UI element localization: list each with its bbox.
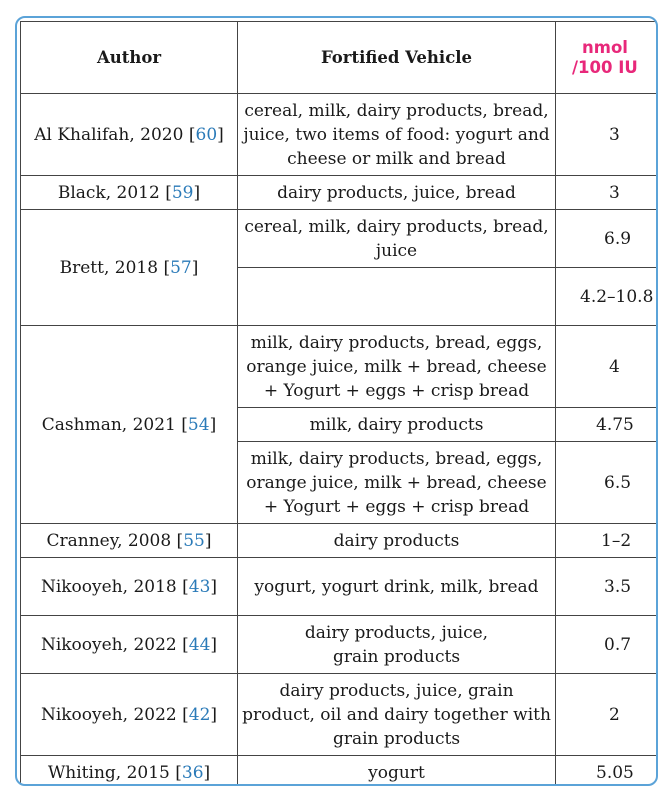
author-cell: Al Khalifah, 2020 [60] (20, 93, 238, 176)
value-cell: 4.75 (555, 407, 656, 442)
author-cell: Nikooyeh, 2022 [44] (20, 615, 238, 674)
vehicle-cell: dairy products, juice, grain products (237, 615, 556, 674)
value-cell: 5.05 (555, 755, 656, 784)
table-row: Nikooyeh, 2022 [44] dairy products, juic… (20, 615, 656, 674)
table-row: 4.2–10.8 (21, 267, 656, 326)
table-row: Nikooyeh, 2022 [42] dairy products, juic… (20, 673, 656, 756)
reference-link[interactable]: 36 (181, 762, 204, 783)
reference-link[interactable]: 42 (188, 704, 211, 725)
author-cell: Cranney, 2008 [55] (20, 523, 238, 558)
value-cell: 6.5 (555, 441, 656, 524)
table-row: Nikooyeh, 2018 [43] yogurt, yogurt drink… (20, 557, 656, 616)
author-name: Black, 2012 (57, 182, 160, 203)
author-cell: Brett, 2018 [57] (20, 209, 238, 326)
value-cell: 6.9 (555, 209, 656, 268)
value-cell: 3 (555, 93, 656, 176)
table-row: Whiting, 2015 [36] yogurt 5.05 (20, 755, 656, 784)
reference-link[interactable]: 54 (187, 414, 210, 435)
value-cell: 3 (555, 175, 656, 210)
author-name: Cashman, 2021 (41, 414, 176, 435)
vehicle-cell: cereal, milk, dairy products, bread, jui… (237, 93, 556, 176)
table-row: milk, dairy products, bread, eggs, orang… (21, 441, 656, 524)
vehicle-cell: yogurt, yogurt drink, milk, bread (237, 557, 556, 616)
vehicle-cell: milk, dairy products (237, 407, 556, 442)
author-cell: Nikooyeh, 2018 [43] (20, 557, 238, 616)
value-cell: 0.7 (555, 615, 656, 674)
value-cell: 1–2 (555, 523, 656, 558)
unit-header: nmol/100 IU (555, 21, 656, 94)
author-name: Whiting, 2015 (47, 762, 170, 783)
reference-link[interactable]: 44 (188, 634, 211, 655)
author-header: Author (20, 21, 238, 94)
vehicle-cell: yogurt (237, 755, 556, 784)
table-row: Cashman, 2021 [54] milk, dairy products,… (20, 325, 656, 524)
vehicle-cell (237, 267, 556, 326)
reference-link[interactable]: 57 (170, 257, 192, 278)
author-name: Nikooyeh, 2022 (40, 634, 177, 655)
table-row: Al Khalifah, 2020 [60] cereal, milk, dai… (20, 93, 656, 176)
author-cell: Nikooyeh, 2022 [42] (20, 673, 238, 756)
author-cell: Black, 2012 [59] (20, 175, 238, 210)
reference-link[interactable]: 59 (171, 182, 194, 203)
author-name: Nikooyeh, 2022 (40, 704, 177, 725)
vehicle-text: dairy products, juice, grain products (304, 622, 489, 667)
vehicle-cell: dairy products, juice, bread (237, 175, 556, 210)
author-name: Nikooyeh, 2018 (40, 576, 177, 597)
table-row: Black, 2012 [59] dairy products, juice, … (20, 175, 656, 210)
value-cell: 3.5 (555, 557, 656, 616)
table-row: milk, dairy products 4.75 (21, 407, 656, 442)
unit-header-line2: /100 IU (572, 57, 638, 77)
vehicle-cell: milk, dairy products, bread, eggs, orang… (237, 325, 556, 408)
table-row: Cranney, 2008 [55] dairy products 1–2 (20, 523, 656, 558)
value-cell: 4 (555, 325, 656, 408)
vehicle-cell: milk, dairy products, bread, eggs, orang… (237, 441, 556, 524)
value-cell: 4.2–10.8 (555, 267, 656, 326)
reference-link[interactable]: 43 (188, 576, 211, 597)
table-row: Brett, 2018 [57] cereal, milk, dairy pro… (20, 209, 656, 326)
reference-link[interactable]: 60 (195, 124, 218, 145)
table-frame: Author Fortified Vehicle nmol/100 IU Al … (15, 16, 658, 786)
fortification-table: Author Fortified Vehicle nmol/100 IU Al … (20, 21, 656, 784)
vehicle-cell: dairy products, juice, grain product, oi… (237, 673, 556, 756)
author-name: Al Khalifah, 2020 (34, 124, 184, 145)
header-row: Author Fortified Vehicle nmol/100 IU (20, 21, 656, 94)
vehicle-header: Fortified Vehicle (237, 21, 556, 94)
author-cell: Cashman, 2021 [54] (20, 325, 238, 524)
author-name: Cranney, 2008 (46, 530, 172, 551)
reference-link[interactable]: 55 (183, 530, 205, 551)
value-cell: 2 (555, 673, 656, 756)
author-name: Brett, 2018 (59, 257, 159, 278)
vehicle-cell: dairy products (237, 523, 556, 558)
vehicle-cell: cereal, milk, dairy products, bread, jui… (237, 209, 556, 268)
author-cell: Whiting, 2015 [36] (20, 755, 238, 784)
unit-header-line1: nmol (582, 37, 628, 57)
